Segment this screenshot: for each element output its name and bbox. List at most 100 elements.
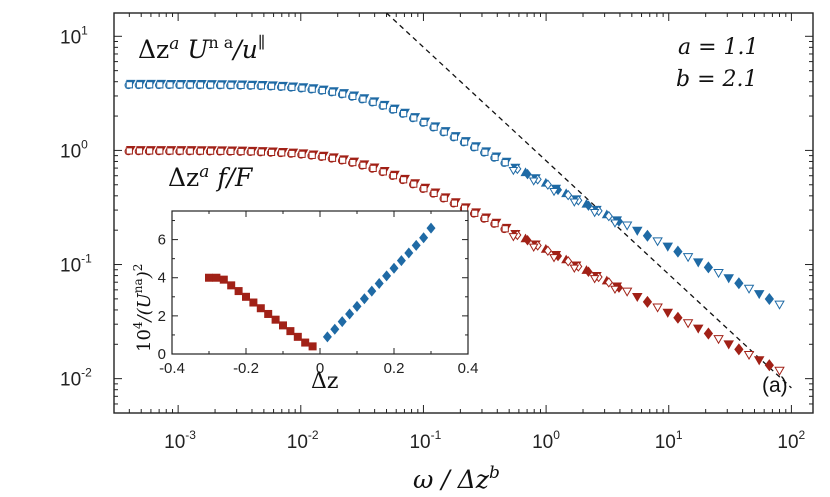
- inset-x-tick-label: 0: [316, 360, 324, 377]
- data-point-square: [389, 172, 398, 180]
- data-point-tri-down: [621, 221, 633, 231]
- data-point-diamond: [642, 229, 653, 242]
- data-point-tri-down: [549, 254, 559, 263]
- inset-point-diamond: [396, 255, 406, 267]
- inset-point-square: [205, 273, 213, 282]
- inset-point-diamond: [382, 270, 392, 282]
- data-point-square: [156, 147, 164, 155]
- inset-y-tick-label: 4: [158, 270, 166, 287]
- main-y-tick-labels: 10-2 10-1 100 101: [60, 23, 92, 390]
- data-point-tri-down: [692, 324, 704, 334]
- data-point-square: [318, 153, 326, 161]
- data-point-diamond: [734, 277, 744, 290]
- data-point-square: [176, 147, 184, 155]
- data-point-square: [450, 133, 459, 141]
- data-point-square: [237, 81, 245, 89]
- inset-y-tick-label: 0: [158, 346, 166, 363]
- data-point-square: [328, 154, 337, 162]
- data-point-tri-down: [632, 292, 643, 303]
- data-point-diamond: [523, 168, 532, 180]
- data-point-tri-down: [723, 274, 734, 284]
- data-point-square: [400, 176, 408, 184]
- data-point-diamond: [564, 256, 573, 267]
- data-point-tri-down: [610, 219, 620, 228]
- data-point-tri-down: [774, 366, 785, 376]
- inset-y-tick-labels: 0 2 4 6: [158, 232, 166, 363]
- data-point-square: [410, 180, 418, 188]
- data-point-tri-down: [652, 237, 663, 247]
- data-point-diamond: [564, 189, 573, 201]
- inset-point-square: [279, 321, 287, 330]
- inset-point-diamond: [322, 331, 332, 343]
- data-point-square: [125, 147, 133, 155]
- inset-point-diamond: [404, 247, 414, 259]
- data-point-tri-down: [508, 233, 519, 242]
- inset-point-square: [301, 338, 310, 347]
- data-point-square: [369, 98, 377, 106]
- data-point-square: [410, 114, 418, 122]
- series-label-red: Δza f/F: [168, 162, 254, 192]
- y-tick-label: 10-2: [60, 366, 92, 391]
- data-point-square: [288, 83, 296, 91]
- inset-point-diamond: [359, 293, 369, 305]
- param-b: b = 2.1: [676, 67, 758, 92]
- data-point-tri-down: [713, 268, 724, 279]
- inset-x-tick-labels: -0.4 -0.2 0 0.2 0.4: [159, 360, 478, 377]
- data-point-square: [491, 153, 499, 162]
- inset-point-diamond: [374, 277, 384, 289]
- data-point-tri-down: [589, 275, 600, 284]
- data-point-square: [308, 151, 316, 159]
- data-point-tri-down: [753, 356, 765, 366]
- data-point-square: [379, 168, 387, 176]
- inset-x-tick-label: 0.2: [384, 360, 405, 377]
- x-axis-label: ω / Δzb: [413, 463, 500, 494]
- inset-point-square: [264, 309, 273, 318]
- data-point-diamond: [673, 311, 683, 324]
- data-point-square: [135, 81, 144, 89]
- data-point-square: [440, 194, 448, 202]
- data-point-tri-down: [692, 258, 704, 268]
- data-point-tri-down: [652, 303, 663, 313]
- data-point-tri-down: [621, 287, 633, 297]
- x-tick-label: 102: [777, 428, 805, 453]
- inset-point-square: [256, 304, 265, 313]
- data-point-diamond: [604, 277, 613, 288]
- inset-markers: [205, 222, 436, 351]
- inset-point-square: [219, 275, 228, 284]
- data-point-square: [430, 189, 438, 197]
- inset-point-diamond: [367, 285, 377, 297]
- data-point-square: [237, 147, 245, 156]
- data-point-square: [318, 86, 326, 95]
- data-point-diamond: [673, 245, 683, 258]
- data-point-tri-down: [662, 308, 674, 318]
- data-point-tri-down: [713, 335, 724, 345]
- data-point-square: [227, 81, 235, 89]
- data-point-diamond: [703, 327, 714, 340]
- data-point-diamond: [642, 295, 653, 308]
- data-point-square: [359, 161, 367, 169]
- data-point-square: [186, 147, 194, 155]
- inset-point-square: [271, 315, 280, 324]
- data-point-tri-down: [753, 290, 765, 300]
- data-point-square: [298, 84, 306, 92]
- data-point-tri-down: [743, 284, 755, 294]
- inset-y-tick-label: 6: [158, 232, 166, 249]
- inset-x-tick-label: -0.2: [233, 360, 259, 377]
- data-point-square: [196, 147, 205, 155]
- inset-point-square: [293, 332, 302, 341]
- data-point-square: [135, 147, 144, 155]
- data-point-square: [339, 156, 347, 164]
- series-blue-markers: [124, 79, 785, 310]
- data-point-tri-down: [589, 209, 600, 218]
- data-point-tri-down: [682, 319, 694, 329]
- data-point-square: [146, 147, 154, 155]
- data-point-tri-down: [528, 243, 539, 252]
- data-point-diamond: [584, 266, 593, 278]
- data-point-tri-down: [662, 242, 674, 252]
- inset-point-diamond: [352, 300, 362, 312]
- data-point-tri-down: [610, 285, 620, 295]
- series-red-markers: [124, 146, 785, 376]
- data-point-square: [471, 143, 479, 151]
- data-point-square: [186, 81, 194, 89]
